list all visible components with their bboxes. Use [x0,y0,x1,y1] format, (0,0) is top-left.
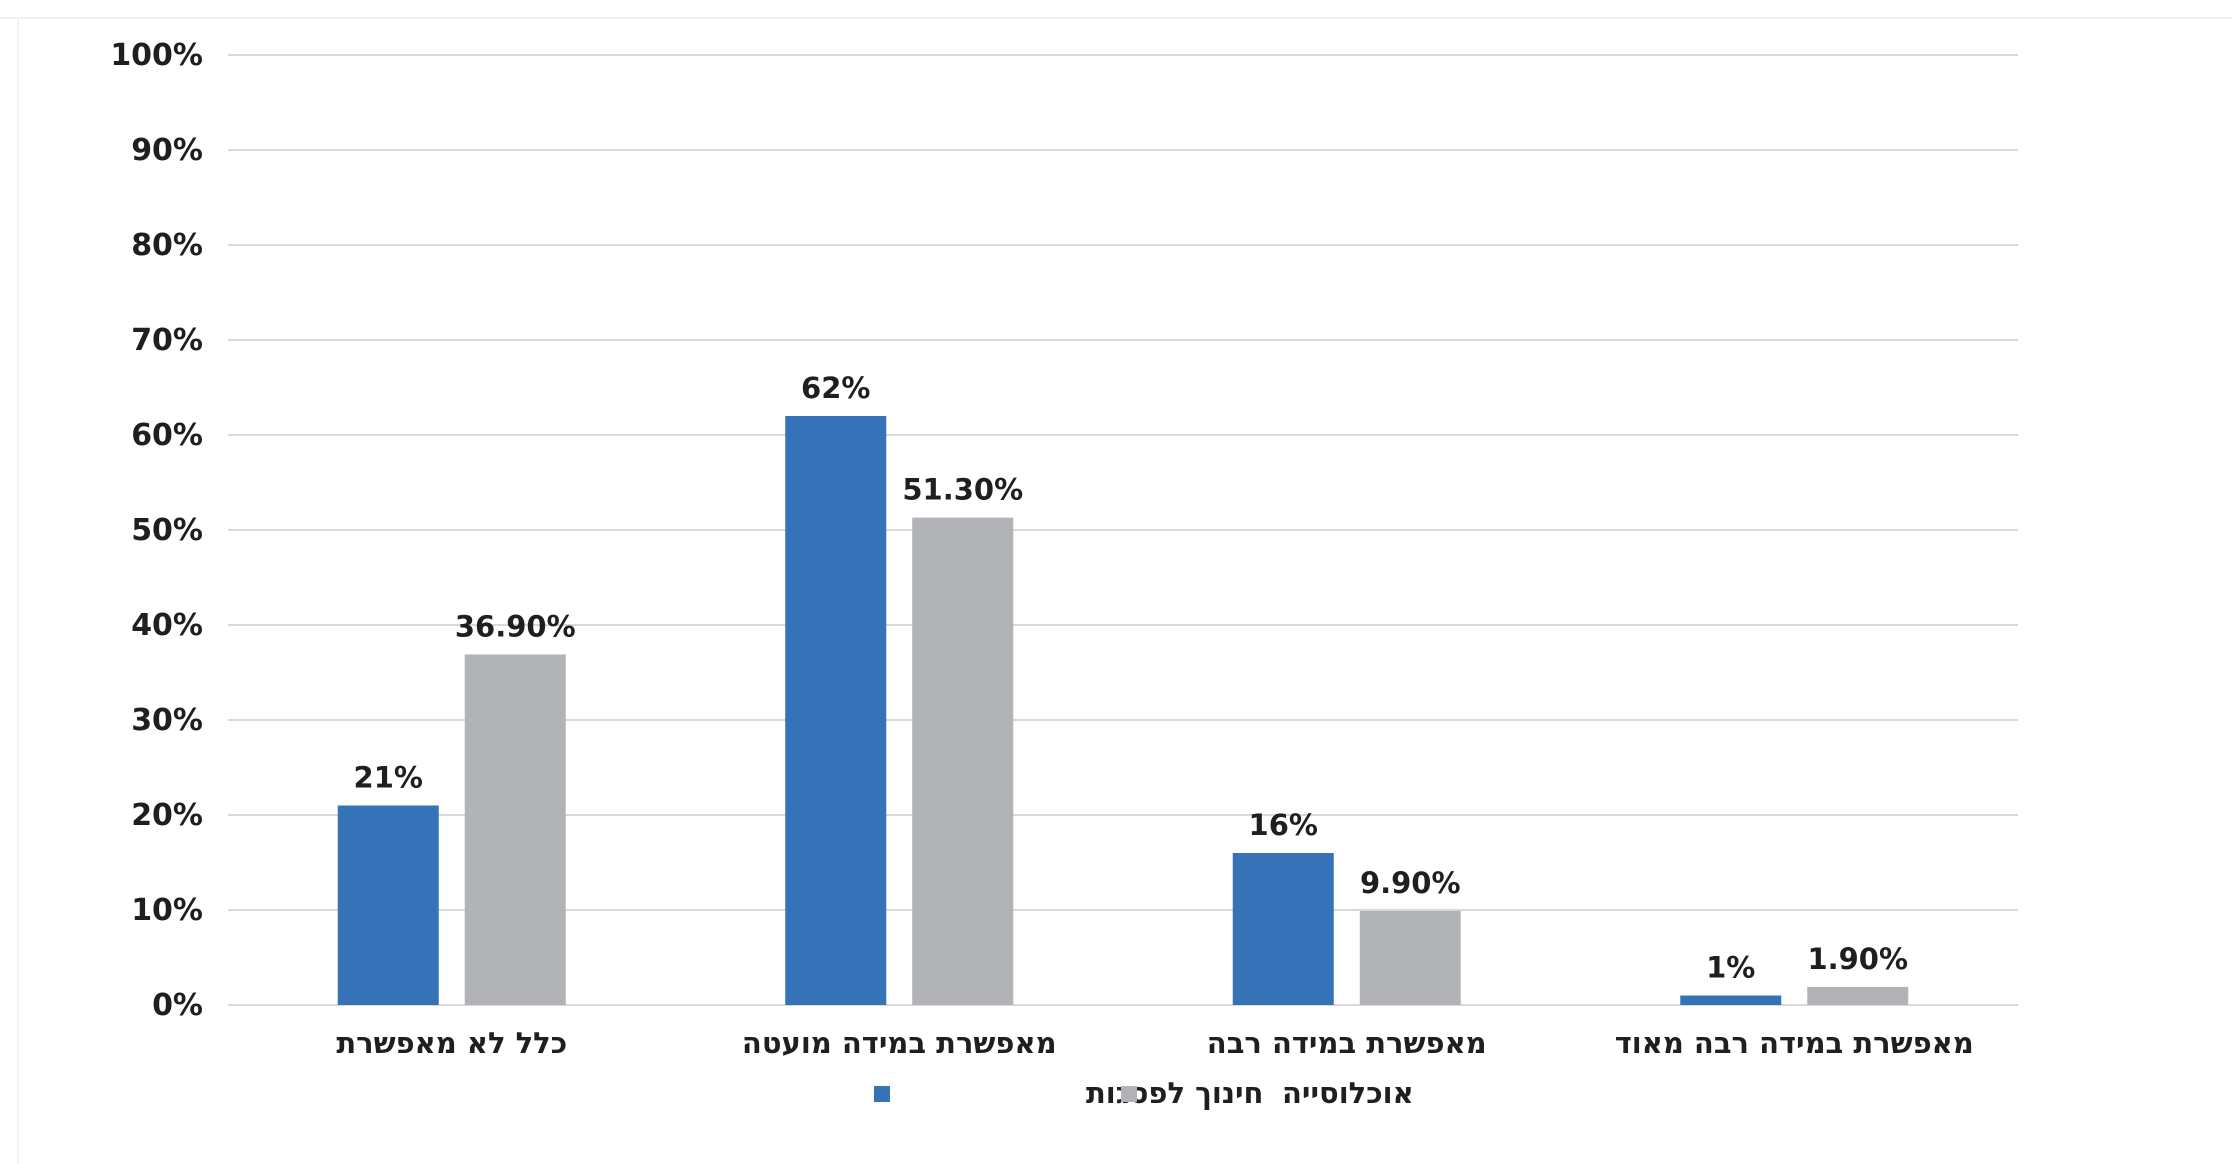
legend-swatch [1121,1086,1137,1102]
category-label: מאפשרת במידה רבה [1207,1026,1487,1060]
legend-swatch [874,1086,890,1102]
y-tick-label: 100% [110,38,203,73]
y-axis-ticks: 0% 10% 20% 30% 40% 50% 60% 70% 80% 90% 100% [110,38,203,1023]
y-tick-label: 20% [131,798,203,833]
data-label: 16% [1249,808,1318,842]
y-tick-label: 30% [131,703,203,738]
legend: חינוך לפסגות אוכלוסייה [874,1076,1414,1110]
bar [785,416,887,1005]
y-tick-label: 60% [131,418,203,453]
category-label: מאפשרת במידה מועטה [742,1026,1057,1060]
bar [1807,986,1909,1005]
y-tick-label: 90% [131,133,203,168]
data-labels: 21% 36.90% 62% 51.30% 16% 9.90% 1% 1.90% [354,371,1909,985]
data-label: 62% [801,371,870,405]
data-label: 36.90% [455,609,576,643]
category-label: מאפשרת במידה רבה מאוד [1615,1026,1974,1060]
data-label: 1% [1706,951,1755,985]
y-tick-label: 50% [131,513,203,548]
legend-label: אוכלוסייה [1282,1076,1414,1110]
y-tick-label: 0% [152,988,203,1023]
data-label: 1.90% [1807,942,1908,976]
legend-label: חינוך לפסגות [1086,1076,1263,1110]
data-label: 21% [354,761,423,795]
bar [337,805,439,1005]
y-tick-label: 40% [131,608,203,643]
bar [1680,995,1782,1005]
bars [337,416,1909,1005]
x-axis-categories: כלל לא מאפשרת מאפשרת במידה מועטה מאפשרת במ… [336,1026,1973,1060]
y-tick-label: 80% [131,228,203,263]
data-label: 51.30% [902,473,1023,507]
y-tick-label: 70% [131,323,203,358]
bar [912,517,1014,1005]
bar [464,654,566,1005]
category-label: כלל לא מאפשרת [336,1026,567,1060]
bar [1359,910,1461,1005]
data-label: 9.90% [1360,866,1461,900]
y-tick-label: 10% [131,893,203,928]
bar [1232,853,1334,1005]
